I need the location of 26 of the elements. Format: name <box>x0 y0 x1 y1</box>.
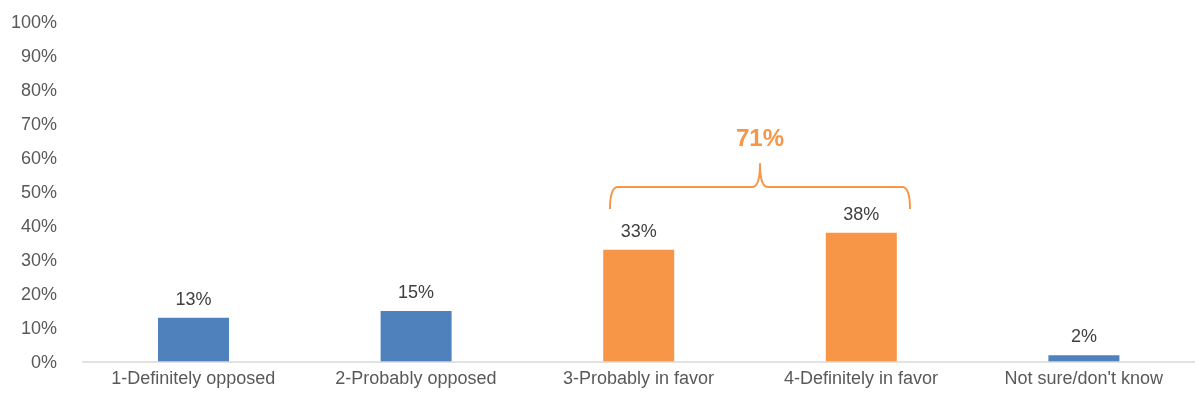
x-tick-label: 2-Probably opposed <box>335 367 497 388</box>
x-tick-label: 1-Definitely opposed <box>111 367 276 388</box>
data-label: 15% <box>398 282 435 302</box>
y-tick-label: 50% <box>20 182 57 203</box>
y-tick-label: 0% <box>30 352 57 373</box>
y-tick-label: 60% <box>20 148 57 169</box>
data-label: 38% <box>843 203 880 224</box>
bar <box>380 311 452 362</box>
data-label: 13% <box>175 288 212 309</box>
x-tick-label: Not sure/don't know <box>1004 367 1164 388</box>
y-tick-label: 70% <box>20 114 57 135</box>
data-label: 33% <box>620 220 657 241</box>
y-tick-label: 100% <box>10 12 57 33</box>
y-tick-label: 80% <box>20 80 57 101</box>
bar <box>158 317 229 362</box>
y-tick-label: 90% <box>20 46 57 67</box>
annotation: 71% <box>735 124 785 151</box>
y-tick-label: 30% <box>20 250 57 271</box>
bar <box>825 232 897 362</box>
y-tick-label: 20% <box>20 284 57 305</box>
y-tick-label: 10% <box>20 318 57 339</box>
y-tick-label: 40% <box>20 216 57 237</box>
x-tick-label: 4-Definitely in favor <box>784 367 939 388</box>
bar <box>603 249 675 362</box>
x-tick-label: 3-Probably in favor <box>562 367 715 388</box>
data-label: 2% <box>1070 326 1097 347</box>
